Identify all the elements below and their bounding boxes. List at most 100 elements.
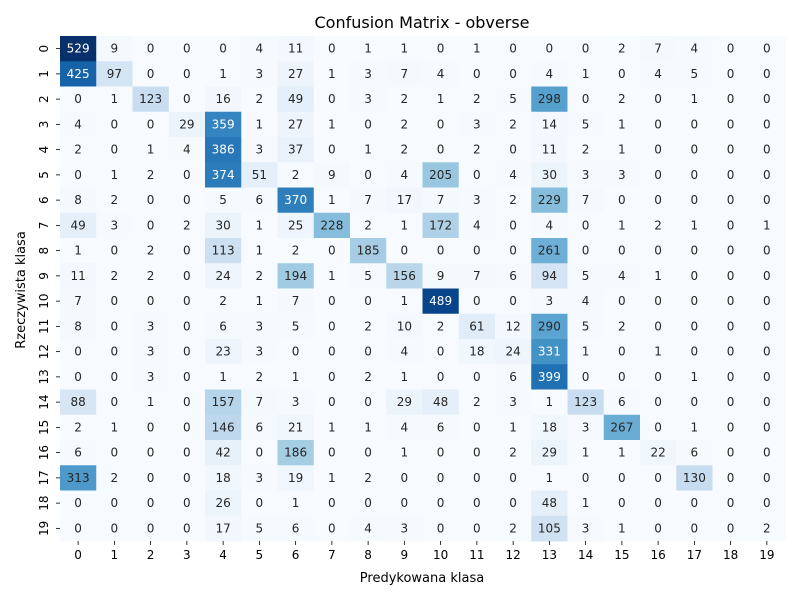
heatmap-cell-12-2 (132, 339, 170, 365)
heatmap-cell-17-1 (96, 465, 133, 491)
x-axis-ticks: 0 1 2 3 4 5 6 7 8 9 10 11 12 13 14 15 16 17 18 19 (74, 541, 775, 562)
cell-value-3-3: 29 (179, 117, 194, 131)
heatmap-cell-13-12 (495, 364, 532, 390)
cell-value-10-10: 489 (429, 294, 452, 308)
heatmap-cell-3-16 (640, 111, 677, 138)
heatmap-cell-13-0 (60, 364, 97, 390)
heatmap-cell-18-10 (422, 490, 460, 517)
cell-value-10-1: 0 (111, 294, 119, 308)
cell-value-2-5: 2 (256, 92, 264, 106)
heatmap-cell-10-6 (277, 288, 315, 315)
heatmap-cell-1-2 (132, 61, 170, 87)
cell-value-3-10: 0 (437, 117, 445, 131)
cell-value-11-12: 12 (505, 319, 520, 333)
cell-value-2-2: 123 (139, 92, 162, 106)
heatmap-cell-6-14 (567, 187, 605, 214)
cell-value-7-4: 30 (215, 218, 230, 232)
heatmap-cell-17-12 (495, 465, 532, 491)
heatmap-cell-0-4 (205, 36, 242, 62)
heatmap-cell-16-0 (60, 440, 97, 466)
heatmap-cell-2-5 (241, 86, 278, 113)
heatmap-cell-18-12 (495, 490, 532, 517)
heatmap-cell-15-0 (60, 414, 97, 441)
heatmap-cell-11-6 (277, 313, 315, 340)
heatmap-cell-4-17 (676, 137, 713, 163)
heatmap-cell-4-19 (748, 137, 786, 163)
heatmap-cell-1-3 (168, 61, 206, 87)
cell-value-10-9: 1 (401, 294, 409, 308)
heatmap-cell-10-9 (386, 288, 423, 315)
cell-value-7-13: 4 (546, 218, 554, 232)
heatmap-cell-11-7 (313, 313, 351, 340)
cell-value-9-11: 7 (473, 269, 481, 283)
cell-value-18-19: 0 (763, 496, 771, 510)
cell-value-10-11: 0 (473, 294, 481, 308)
heatmap-cell-9-12 (495, 263, 532, 289)
cell-value-6-7: 1 (328, 193, 336, 207)
heatmap-cell-5-6 (277, 162, 315, 188)
cell-value-0-15: 2 (618, 42, 626, 56)
heatmap-cell-11-16 (640, 313, 677, 340)
heatmap-cell-10-5 (241, 288, 278, 315)
heatmap-cell-19-18 (712, 515, 750, 542)
cell-value-4-6: 37 (288, 143, 303, 157)
heatmap-cell-15-13 (531, 414, 568, 441)
heatmap-cell-0-9 (386, 36, 423, 62)
cell-value-3-11: 3 (473, 117, 481, 131)
heatmap-cell-5-19 (748, 162, 786, 188)
cell-value-3-13: 14 (542, 117, 557, 131)
cell-value-12-11: 18 (469, 345, 484, 359)
heatmap-cell-5-18 (712, 162, 750, 188)
cell-value-12-6: 0 (292, 345, 300, 359)
y-tick-label-2: 2 (37, 95, 51, 103)
cell-value-0-18: 0 (727, 42, 735, 56)
heatmap-cell-8-15 (603, 238, 641, 264)
heatmap-cell-16-12 (495, 440, 532, 466)
cell-value-16-16: 22 (650, 446, 665, 460)
cell-value-13-12: 6 (509, 370, 517, 384)
cell-value-6-15: 0 (618, 193, 626, 207)
heatmap-cell-1-13 (531, 61, 568, 87)
heatmap-cell-19-6 (277, 515, 315, 542)
heatmap-cell-1-7 (313, 61, 351, 87)
heatmap-cell-2-7 (313, 86, 351, 113)
heatmap-cell-9-16 (640, 263, 677, 289)
heatmap-cell-18-2 (132, 490, 170, 517)
cell-value-16-11: 0 (473, 446, 481, 460)
heatmap-cell-4-3 (168, 137, 206, 163)
heatmap-cell-3-6 (277, 111, 315, 138)
cell-value-12-5: 3 (256, 345, 264, 359)
heatmap-cell-18-18 (712, 490, 750, 517)
heatmap-cell-9-8 (350, 263, 387, 289)
cell-value-0-11: 1 (473, 42, 481, 56)
heatmap-cell-18-17 (676, 490, 713, 517)
cell-value-11-6: 5 (292, 319, 300, 333)
heatmap-cell-16-2 (132, 440, 170, 466)
cell-value-17-13: 1 (546, 471, 554, 485)
heatmap-cell-17-17 (676, 465, 713, 491)
heatmap-cell-12-5 (241, 339, 278, 365)
cell-value-6-0: 8 (74, 193, 82, 207)
heatmap-cell-7-6 (277, 212, 315, 239)
y-tick-label-12: 12 (37, 344, 51, 359)
heatmap-cell-11-0 (60, 313, 97, 340)
cell-value-6-14: 7 (582, 193, 590, 207)
cell-value-13-7: 0 (328, 370, 336, 384)
heatmap-cell-11-8 (350, 313, 387, 340)
cell-value-10-16: 0 (654, 294, 662, 308)
cell-value-16-14: 1 (582, 446, 590, 460)
heatmap-cell-15-8 (350, 414, 387, 441)
heatmap-cell-15-15 (603, 414, 641, 441)
x-tick-label-8: 8 (364, 548, 372, 562)
cell-value-4-17: 0 (691, 143, 699, 157)
cell-value-8-15: 0 (618, 244, 626, 258)
heatmap-cell-9-2 (132, 263, 170, 289)
cell-value-9-14: 5 (582, 269, 590, 283)
cell-value-5-17: 0 (691, 168, 699, 182)
cell-value-6-1: 2 (111, 193, 119, 207)
cell-value-4-16: 0 (654, 143, 662, 157)
heatmap-cell-15-17 (676, 414, 713, 441)
cell-value-3-14: 5 (582, 117, 590, 131)
heatmap-cell-17-7 (313, 465, 351, 491)
cell-value-1-13: 4 (546, 67, 554, 81)
